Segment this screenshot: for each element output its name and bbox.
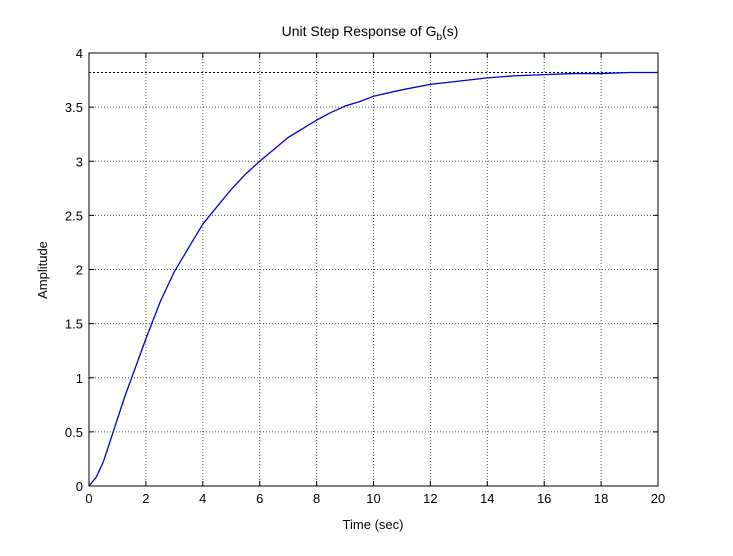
y-tick-label: 0 [76, 479, 83, 494]
series-layer [88, 71, 658, 487]
y-tick-label: 4 [76, 46, 83, 61]
x-axis-ticks: 0 2 4 6 8 10 12 14 16 18 20 [85, 53, 665, 506]
chart-title-main: Unit Step Response of G [282, 23, 437, 39]
y-tick-label: 3.5 [65, 100, 83, 115]
x-tick-label: 0 [85, 491, 92, 506]
y-axis-ticks: 0 0.5 1 1.5 2 2.5 3 3.5 4 [65, 46, 658, 494]
y-tick-label: 2.5 [65, 208, 83, 223]
x-tick-label: 4 [199, 491, 206, 506]
y-axis-label: Amplitude [35, 241, 50, 299]
y-tick-label: 1 [76, 371, 83, 386]
x-tick-label: 12 [423, 491, 437, 506]
step-response-line [88, 71, 658, 487]
y-tick-label: 1.5 [65, 317, 83, 332]
x-axis-label: Time (sec) [343, 517, 404, 532]
chart-title-subscript: b [436, 32, 442, 43]
grid-lines [89, 53, 658, 486]
x-tick-label: 6 [256, 491, 263, 506]
x-tick-label: 14 [480, 491, 494, 506]
x-tick-label: 8 [313, 491, 320, 506]
x-tick-label: 20 [651, 491, 665, 506]
x-tick-label: 18 [594, 491, 608, 506]
x-tick-label: 10 [366, 491, 380, 506]
y-tick-label: 2 [76, 263, 83, 278]
y-tick-label: 0.5 [65, 425, 83, 440]
x-tick-label: 16 [537, 491, 551, 506]
chart-title: Unit Step Response of Gb(s) [282, 23, 459, 43]
chart-title-suffix: (s) [442, 23, 458, 39]
x-tick-label: 2 [142, 491, 149, 506]
y-tick-label: 3 [76, 154, 83, 169]
